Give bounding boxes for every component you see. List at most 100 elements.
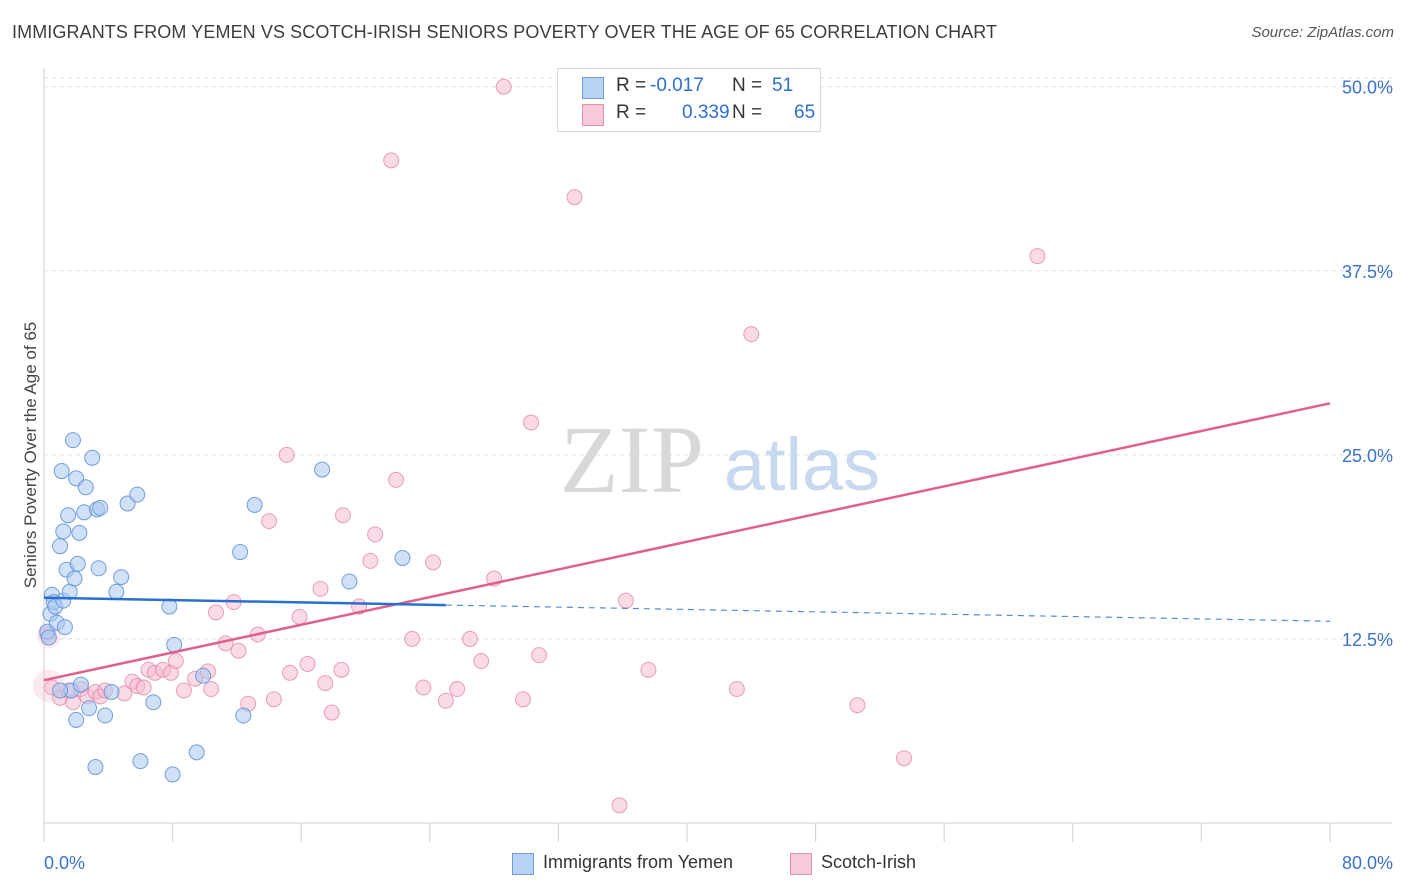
- scotch-irish-point: [728, 680, 745, 697]
- bottom-legend-label-yemen: Immigrants from Yemen: [543, 852, 734, 872]
- yemen-point: [56, 619, 73, 636]
- scotch-irish-point: [566, 189, 583, 206]
- scotch-irish-point: [281, 664, 298, 681]
- legend-r-label: R =: [616, 102, 647, 123]
- legend-n-value: 65: [794, 102, 816, 123]
- watermark: ZIP atlas: [560, 406, 880, 513]
- scotch-irish-point: [203, 680, 220, 697]
- correlation-legend: R = -0.017 N = 51 R = 0.339 N = 65: [557, 68, 821, 132]
- scotch-irish-points: [32, 78, 1046, 814]
- legend-swatch-yemen: [582, 77, 604, 99]
- yemen-point: [60, 507, 77, 524]
- scotch-irish-point: [415, 679, 432, 696]
- yemen-point: [108, 583, 125, 600]
- scotch-irish-point: [230, 642, 247, 659]
- scotch-irish-point: [135, 679, 152, 696]
- scotch-irish-point: [333, 661, 350, 678]
- yemen-point: [77, 479, 94, 496]
- yemen-point: [103, 683, 120, 700]
- scotch-irish-trend-line: [43, 402, 1331, 682]
- yemen-point: [92, 499, 109, 516]
- yemen-point: [52, 682, 69, 699]
- yemen-trend-line: [43, 596, 446, 607]
- scotch-irish-point: [334, 507, 351, 524]
- yemen-point: [53, 463, 70, 480]
- scotch-irish-point: [404, 630, 421, 647]
- yemen-point: [129, 486, 146, 503]
- yemen-point: [246, 496, 263, 513]
- y-tick-labels: 12.5% 25.0% 37.5% 50.0%: [1342, 78, 1393, 650]
- x-tick-label: 0.0%: [44, 853, 85, 873]
- yemen-point: [132, 753, 149, 770]
- y-tick-label: 25.0%: [1342, 446, 1393, 466]
- yemen-point: [71, 524, 88, 541]
- yemen-point: [164, 766, 181, 783]
- yemen-point: [188, 744, 205, 761]
- scotch-irish-point: [473, 653, 490, 670]
- scotch-irish-point: [461, 630, 478, 647]
- x-tick-label: 80.0%: [1342, 853, 1393, 873]
- scotch-irish-point: [437, 692, 454, 709]
- scotch-irish-point: [317, 675, 334, 692]
- yemen-point: [81, 700, 98, 717]
- scotch-irish-point: [743, 326, 760, 343]
- scotch-irish-point: [449, 680, 466, 697]
- axes: [43, 68, 1392, 842]
- scotch-irish-point: [312, 580, 329, 597]
- scotch-irish-point: [425, 554, 442, 571]
- yemen-point: [64, 432, 81, 449]
- scotch-irish-point: [278, 446, 295, 463]
- yemen-trend-line-extension: [445, 604, 1331, 622]
- yemen-point: [232, 544, 249, 561]
- yemen-point: [68, 711, 85, 728]
- yemen-point: [235, 707, 252, 724]
- scotch-irish-point: [640, 661, 657, 678]
- scotch-irish-point: [167, 653, 184, 670]
- scotch-irish-point: [531, 647, 548, 664]
- legend-n-value: 51: [772, 75, 794, 96]
- scotch-irish-point: [323, 704, 340, 721]
- yemen-point: [52, 538, 69, 555]
- trend-lines: [43, 402, 1331, 682]
- scotch-irish-point: [367, 526, 384, 543]
- y-axis-label: Seniors Poverty Over the Age of 65: [21, 321, 40, 589]
- scotch-irish-point: [896, 750, 913, 767]
- yemen-point: [113, 569, 130, 586]
- scotch-irish-point: [208, 604, 225, 621]
- bottom-legend-label-scotch-irish: Scotch-Irish: [821, 852, 917, 872]
- yemen-point: [145, 694, 162, 711]
- legend-r-value: -0.017: [650, 75, 704, 96]
- scotch-irish-point: [1029, 248, 1046, 265]
- scotch-irish-point: [291, 608, 308, 625]
- y-tick-label: 50.0%: [1342, 78, 1393, 98]
- legend-n-label: N =: [732, 75, 763, 96]
- scotch-irish-point: [617, 592, 634, 609]
- chart-title: IMMIGRANTS FROM YEMEN VS SCOTCH-IRISH SE…: [12, 22, 998, 42]
- watermark-zip: ZIP: [560, 406, 704, 513]
- legend-r-value: 0.339: [682, 102, 730, 123]
- yemen-point: [195, 667, 212, 684]
- scotch-irish-point: [383, 152, 400, 169]
- yemen-point: [90, 560, 107, 577]
- scotch-irish-point: [611, 797, 628, 814]
- scotch-irish-point: [299, 655, 316, 672]
- yemen-point: [55, 523, 72, 540]
- yemen-point: [69, 555, 86, 572]
- yemen-point: [341, 573, 358, 590]
- x-tick-labels: 0.0% 80.0%: [44, 853, 1393, 873]
- scotch-irish-point: [849, 697, 866, 714]
- yemen-point: [87, 759, 104, 776]
- y-tick-label: 37.5%: [1342, 262, 1393, 282]
- yemen-point: [40, 629, 57, 646]
- scotch-irish-point: [495, 78, 512, 95]
- scotch-irish-point: [515, 691, 532, 708]
- bottom-legend-swatch-scotch-irish: [790, 853, 812, 875]
- scotch-irish-point: [265, 691, 282, 708]
- yemen-points: [39, 432, 411, 783]
- legend-r-label: R =: [616, 75, 647, 96]
- yemen-point: [394, 549, 411, 566]
- source-label: Source: ZipAtlas.com: [1251, 24, 1394, 41]
- yemen-point: [97, 707, 114, 724]
- yemen-point: [72, 676, 89, 693]
- scotch-irish-point: [362, 552, 379, 569]
